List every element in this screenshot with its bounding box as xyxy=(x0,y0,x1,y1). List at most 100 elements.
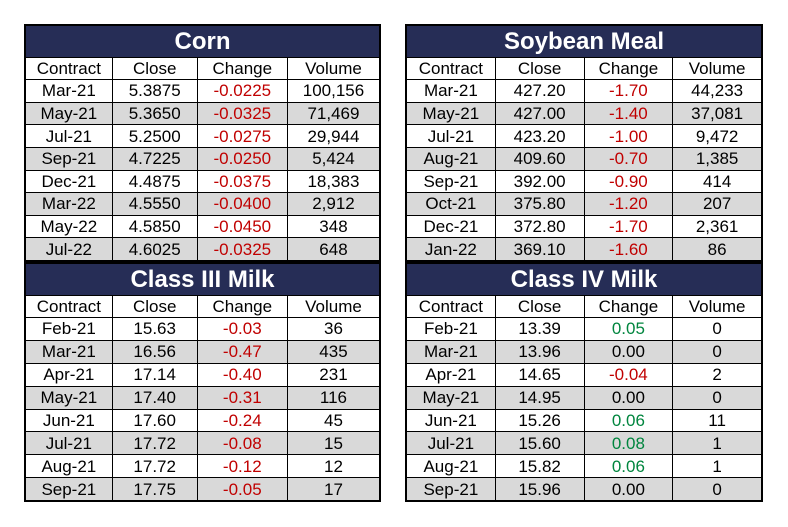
volume-cell: 648 xyxy=(286,237,381,261)
change-cell: -0.0275 xyxy=(196,124,288,148)
change-cell: -1.20 xyxy=(583,192,674,216)
change-cell: -0.0400 xyxy=(196,192,288,216)
contract-cell: May-21 xyxy=(25,101,113,126)
contract-cell: Jun-21 xyxy=(406,408,496,433)
close-cell: 369.10 xyxy=(494,237,585,261)
close-cell: 15.60 xyxy=(494,431,585,456)
close-cell: 375.80 xyxy=(494,192,585,216)
volume-cell: 100,156 xyxy=(286,79,381,103)
corn-table: Corn Contract Close Change Volume Mar-21… xyxy=(25,25,381,261)
change-cell: -0.12 xyxy=(196,454,288,479)
change-cell: 0.00 xyxy=(583,385,674,410)
column-header-close: Close xyxy=(494,295,585,318)
change-cell: -0.40 xyxy=(196,362,288,387)
table-row: Feb-21 13.39 0.05 0 xyxy=(406,317,762,341)
volume-cell: 37,081 xyxy=(672,101,762,126)
close-cell: 15.63 xyxy=(111,317,198,341)
contract-cell: Dec-21 xyxy=(406,214,496,239)
table-row: Oct-21 375.80 -1.20 207 xyxy=(406,192,762,216)
close-cell: 5.2500 xyxy=(111,124,198,148)
close-cell: 17.75 xyxy=(111,477,198,501)
change-cell: -1.60 xyxy=(583,237,674,261)
close-cell: 17.40 xyxy=(111,385,198,410)
change-cell: -1.40 xyxy=(583,101,674,126)
class-iv-milk-table-panel: Class IV Milk Contract Close Change Volu… xyxy=(405,262,763,502)
volume-cell: 207 xyxy=(672,192,762,216)
column-header-volume: Volume xyxy=(672,295,762,318)
change-cell: -0.05 xyxy=(196,477,288,501)
change-cell: -1.70 xyxy=(583,214,674,239)
column-header-change: Change xyxy=(196,295,288,318)
table-row: Jul-21 15.60 0.08 1 xyxy=(406,431,762,456)
corn-table-panel: Corn Contract Close Change Volume Mar-21… xyxy=(24,24,381,262)
table-row: Jul-21 423.20 -1.00 9,472 xyxy=(406,124,762,148)
column-header-volume: Volume xyxy=(286,57,381,80)
close-cell: 4.7225 xyxy=(111,146,198,171)
contract-cell: Mar-21 xyxy=(406,339,496,364)
volume-cell: 0 xyxy=(672,317,762,341)
close-cell: 423.20 xyxy=(494,124,585,148)
table-row: Apr-21 14.65 -0.04 2 xyxy=(406,362,762,387)
table-row: Dec-21 372.80 -1.70 2,361 xyxy=(406,214,762,239)
table-row: Sep-21 17.75 -0.05 17 xyxy=(25,477,381,501)
close-cell: 372.80 xyxy=(494,214,585,239)
change-cell: 0.00 xyxy=(583,477,674,501)
close-cell: 13.39 xyxy=(494,317,585,341)
table-row: Mar-21 16.56 -0.47 435 xyxy=(25,339,381,364)
change-cell: -0.0225 xyxy=(196,79,288,103)
column-header-close: Close xyxy=(494,57,585,80)
class-iv-milk-table: Class IV Milk Contract Close Change Volu… xyxy=(406,263,762,501)
contract-cell: May-21 xyxy=(25,385,113,410)
volume-cell: 11 xyxy=(672,408,762,433)
contract-cell: May-22 xyxy=(25,214,113,239)
close-cell: 17.60 xyxy=(111,408,198,433)
volume-cell: 29,944 xyxy=(286,124,381,148)
change-cell: -0.47 xyxy=(196,339,288,364)
close-cell: 14.95 xyxy=(494,385,585,410)
close-cell: 4.5850 xyxy=(111,214,198,239)
close-cell: 13.96 xyxy=(494,339,585,364)
table-row: Mar-21 427.20 -1.70 44,233 xyxy=(406,79,762,103)
close-cell: 427.20 xyxy=(494,79,585,103)
table-row: Jul-21 5.2500 -0.0275 29,944 xyxy=(25,124,381,148)
column-header-contract: Contract xyxy=(25,295,113,318)
contract-cell: Feb-21 xyxy=(25,317,113,341)
volume-cell: 2,912 xyxy=(286,192,381,216)
contract-cell: Oct-21 xyxy=(406,192,496,216)
table-row: Feb-21 15.63 -0.03 36 xyxy=(25,317,381,341)
contract-cell: May-21 xyxy=(406,101,496,126)
close-cell: 17.72 xyxy=(111,454,198,479)
volume-cell: 231 xyxy=(286,362,381,387)
soybean-meal-table-panel: Soybean Meal Contract Close Change Volum… xyxy=(405,24,763,262)
contract-cell: Jul-22 xyxy=(25,237,113,261)
close-cell: 5.3650 xyxy=(111,101,198,126)
volume-cell: 0 xyxy=(672,339,762,364)
volume-cell: 17 xyxy=(286,477,381,501)
contract-cell: Jul-21 xyxy=(406,431,496,456)
contract-cell: Feb-21 xyxy=(406,317,496,341)
table-row: Sep-21 15.96 0.00 0 xyxy=(406,477,762,501)
change-cell: -1.70 xyxy=(583,79,674,103)
close-cell: 17.14 xyxy=(111,362,198,387)
table-row: Sep-21 392.00 -0.90 414 xyxy=(406,169,762,194)
change-cell: 0.00 xyxy=(583,339,674,364)
contract-cell: Jan-22 xyxy=(406,237,496,261)
close-cell: 4.6025 xyxy=(111,237,198,261)
volume-cell: 435 xyxy=(286,339,381,364)
contract-cell: Sep-21 xyxy=(406,477,496,501)
column-header-volume: Volume xyxy=(672,57,762,80)
change-cell: -0.04 xyxy=(583,362,674,387)
change-cell: -0.0450 xyxy=(196,214,288,239)
change-cell: 0.06 xyxy=(583,454,674,479)
column-header-change: Change xyxy=(583,295,674,318)
column-header-change: Change xyxy=(583,57,674,80)
soybean-meal-title: Soybean Meal xyxy=(406,25,762,58)
close-cell: 4.5550 xyxy=(111,192,198,216)
table-row: Jun-21 17.60 -0.24 45 xyxy=(25,408,381,433)
change-cell: -0.31 xyxy=(196,385,288,410)
column-header-contract: Contract xyxy=(406,295,496,318)
change-cell: -0.03 xyxy=(196,317,288,341)
change-cell: -1.00 xyxy=(583,124,674,148)
class-iv-milk-title: Class IV Milk xyxy=(406,263,762,296)
table-row: Apr-21 17.14 -0.40 231 xyxy=(25,362,381,387)
